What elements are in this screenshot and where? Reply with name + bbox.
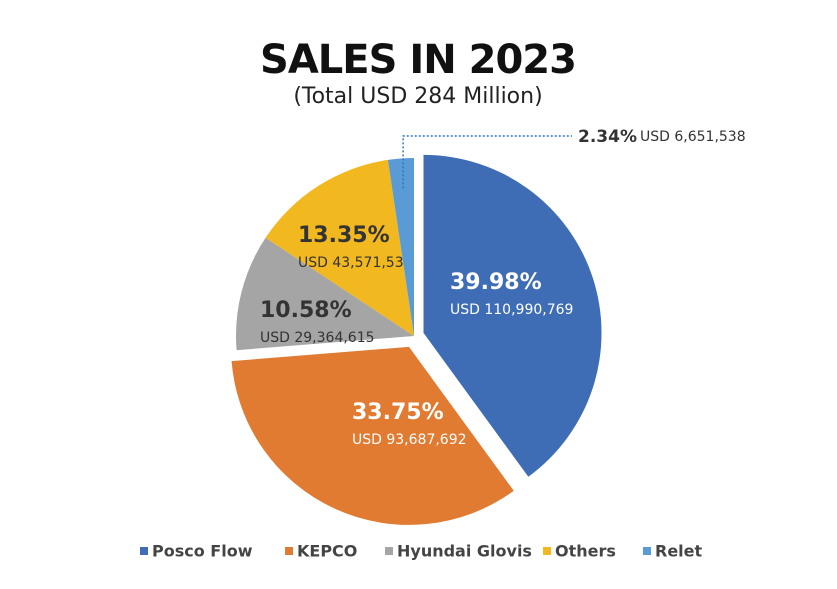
legend-label: Hyundai Glovis: [397, 542, 532, 561]
amount-label: USD 43,571,538: [298, 255, 413, 271]
legend-swatch: [643, 547, 651, 555]
pie-slice: [236, 237, 414, 351]
amount-label: USD 29,364,615: [260, 330, 375, 346]
legend-swatch: [285, 547, 293, 555]
legend-swatch: [543, 547, 551, 555]
legend-label: Relet: [655, 542, 703, 561]
legend-swatch: [140, 547, 148, 555]
value-label: 10.58%: [260, 298, 352, 323]
legend-swatch: [385, 547, 393, 555]
leader-line: [402, 135, 572, 189]
pie-slice: [265, 159, 414, 336]
pie-slice: [423, 154, 602, 477]
value-label: 2.34%: [578, 127, 637, 147]
amount-label: USD 93,687,692: [352, 432, 467, 448]
legend-label: Posco Flow: [152, 542, 253, 561]
chart-subtitle: (Total USD 284 Million): [293, 84, 542, 109]
legend-label: Others: [555, 542, 616, 561]
chart-title: SALES IN 2023: [260, 37, 576, 83]
amount-label: USD 110,990,769: [450, 302, 573, 318]
legend-label: KEPCO: [297, 542, 357, 561]
value-label: 39.98%: [450, 270, 542, 295]
value-label: 33.75%: [352, 400, 444, 425]
amount-label: USD 6,651,538: [640, 129, 746, 145]
value-label: 13.35%: [298, 223, 390, 248]
pie-slice: [387, 158, 414, 336]
pie-slice: [231, 346, 514, 525]
